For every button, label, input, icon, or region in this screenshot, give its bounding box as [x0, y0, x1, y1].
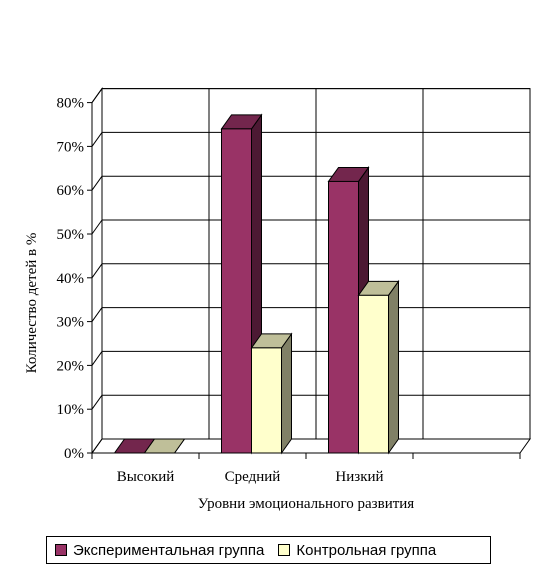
gridline-side [91, 263, 103, 279]
legend-swatch-control [278, 544, 291, 556]
x-category-label: Высокий [117, 469, 175, 485]
x-category-label: Низкий [335, 469, 383, 485]
bars [113, 113, 400, 455]
y-tick-label: 40% [57, 271, 85, 287]
y-tick-label: 0% [64, 446, 84, 462]
bar-side [388, 279, 399, 455]
x-axis-label: Уровни эмоционального развития [198, 496, 415, 512]
bar [328, 180, 359, 454]
legend-label-experimental: Экспериментальная группа [73, 541, 265, 559]
gridlines [91, 88, 530, 454]
bar [358, 294, 389, 454]
gridline-side [91, 351, 103, 366]
legend-label-control: Контрольная группа [296, 541, 437, 559]
y-tick-label: 80% [57, 96, 85, 112]
x-category-labels: Высокий Средний Низкий [117, 469, 384, 485]
legend-swatch-experimental [55, 544, 67, 556]
gridline-side [91, 88, 103, 103]
gridline-side [91, 132, 103, 147]
chart-back-wall [91, 87, 531, 455]
y-axis-label: Количество детей в % [24, 233, 40, 374]
x-category-label: Средний [225, 469, 281, 485]
gridline-side [91, 307, 103, 322]
gridline-side [91, 175, 103, 191]
legend-item-control: Контрольная группа [278, 542, 436, 559]
bar-side [281, 332, 292, 455]
y-tick-label: 50% [57, 227, 85, 243]
legend: Экспериментальная группа Контрольная гру… [46, 536, 491, 564]
y-tick-label: 10% [57, 402, 85, 418]
gridline-side [91, 394, 103, 410]
bar [251, 347, 282, 454]
y-tick-label: 20% [57, 358, 85, 374]
y-tick-labels: 0% 10% 20% 30% 40% 50% 60% 70% 80% [57, 96, 85, 462]
y-tick-label: 70% [57, 139, 85, 155]
bar-top [143, 438, 186, 454]
bar [221, 128, 252, 454]
legend-item-experimental: Экспериментальная группа [55, 542, 264, 559]
y-tick-label: 60% [57, 183, 85, 199]
gridline-side [91, 438, 103, 454]
gridline-side [91, 219, 103, 235]
y-tick-label: 30% [57, 315, 85, 331]
